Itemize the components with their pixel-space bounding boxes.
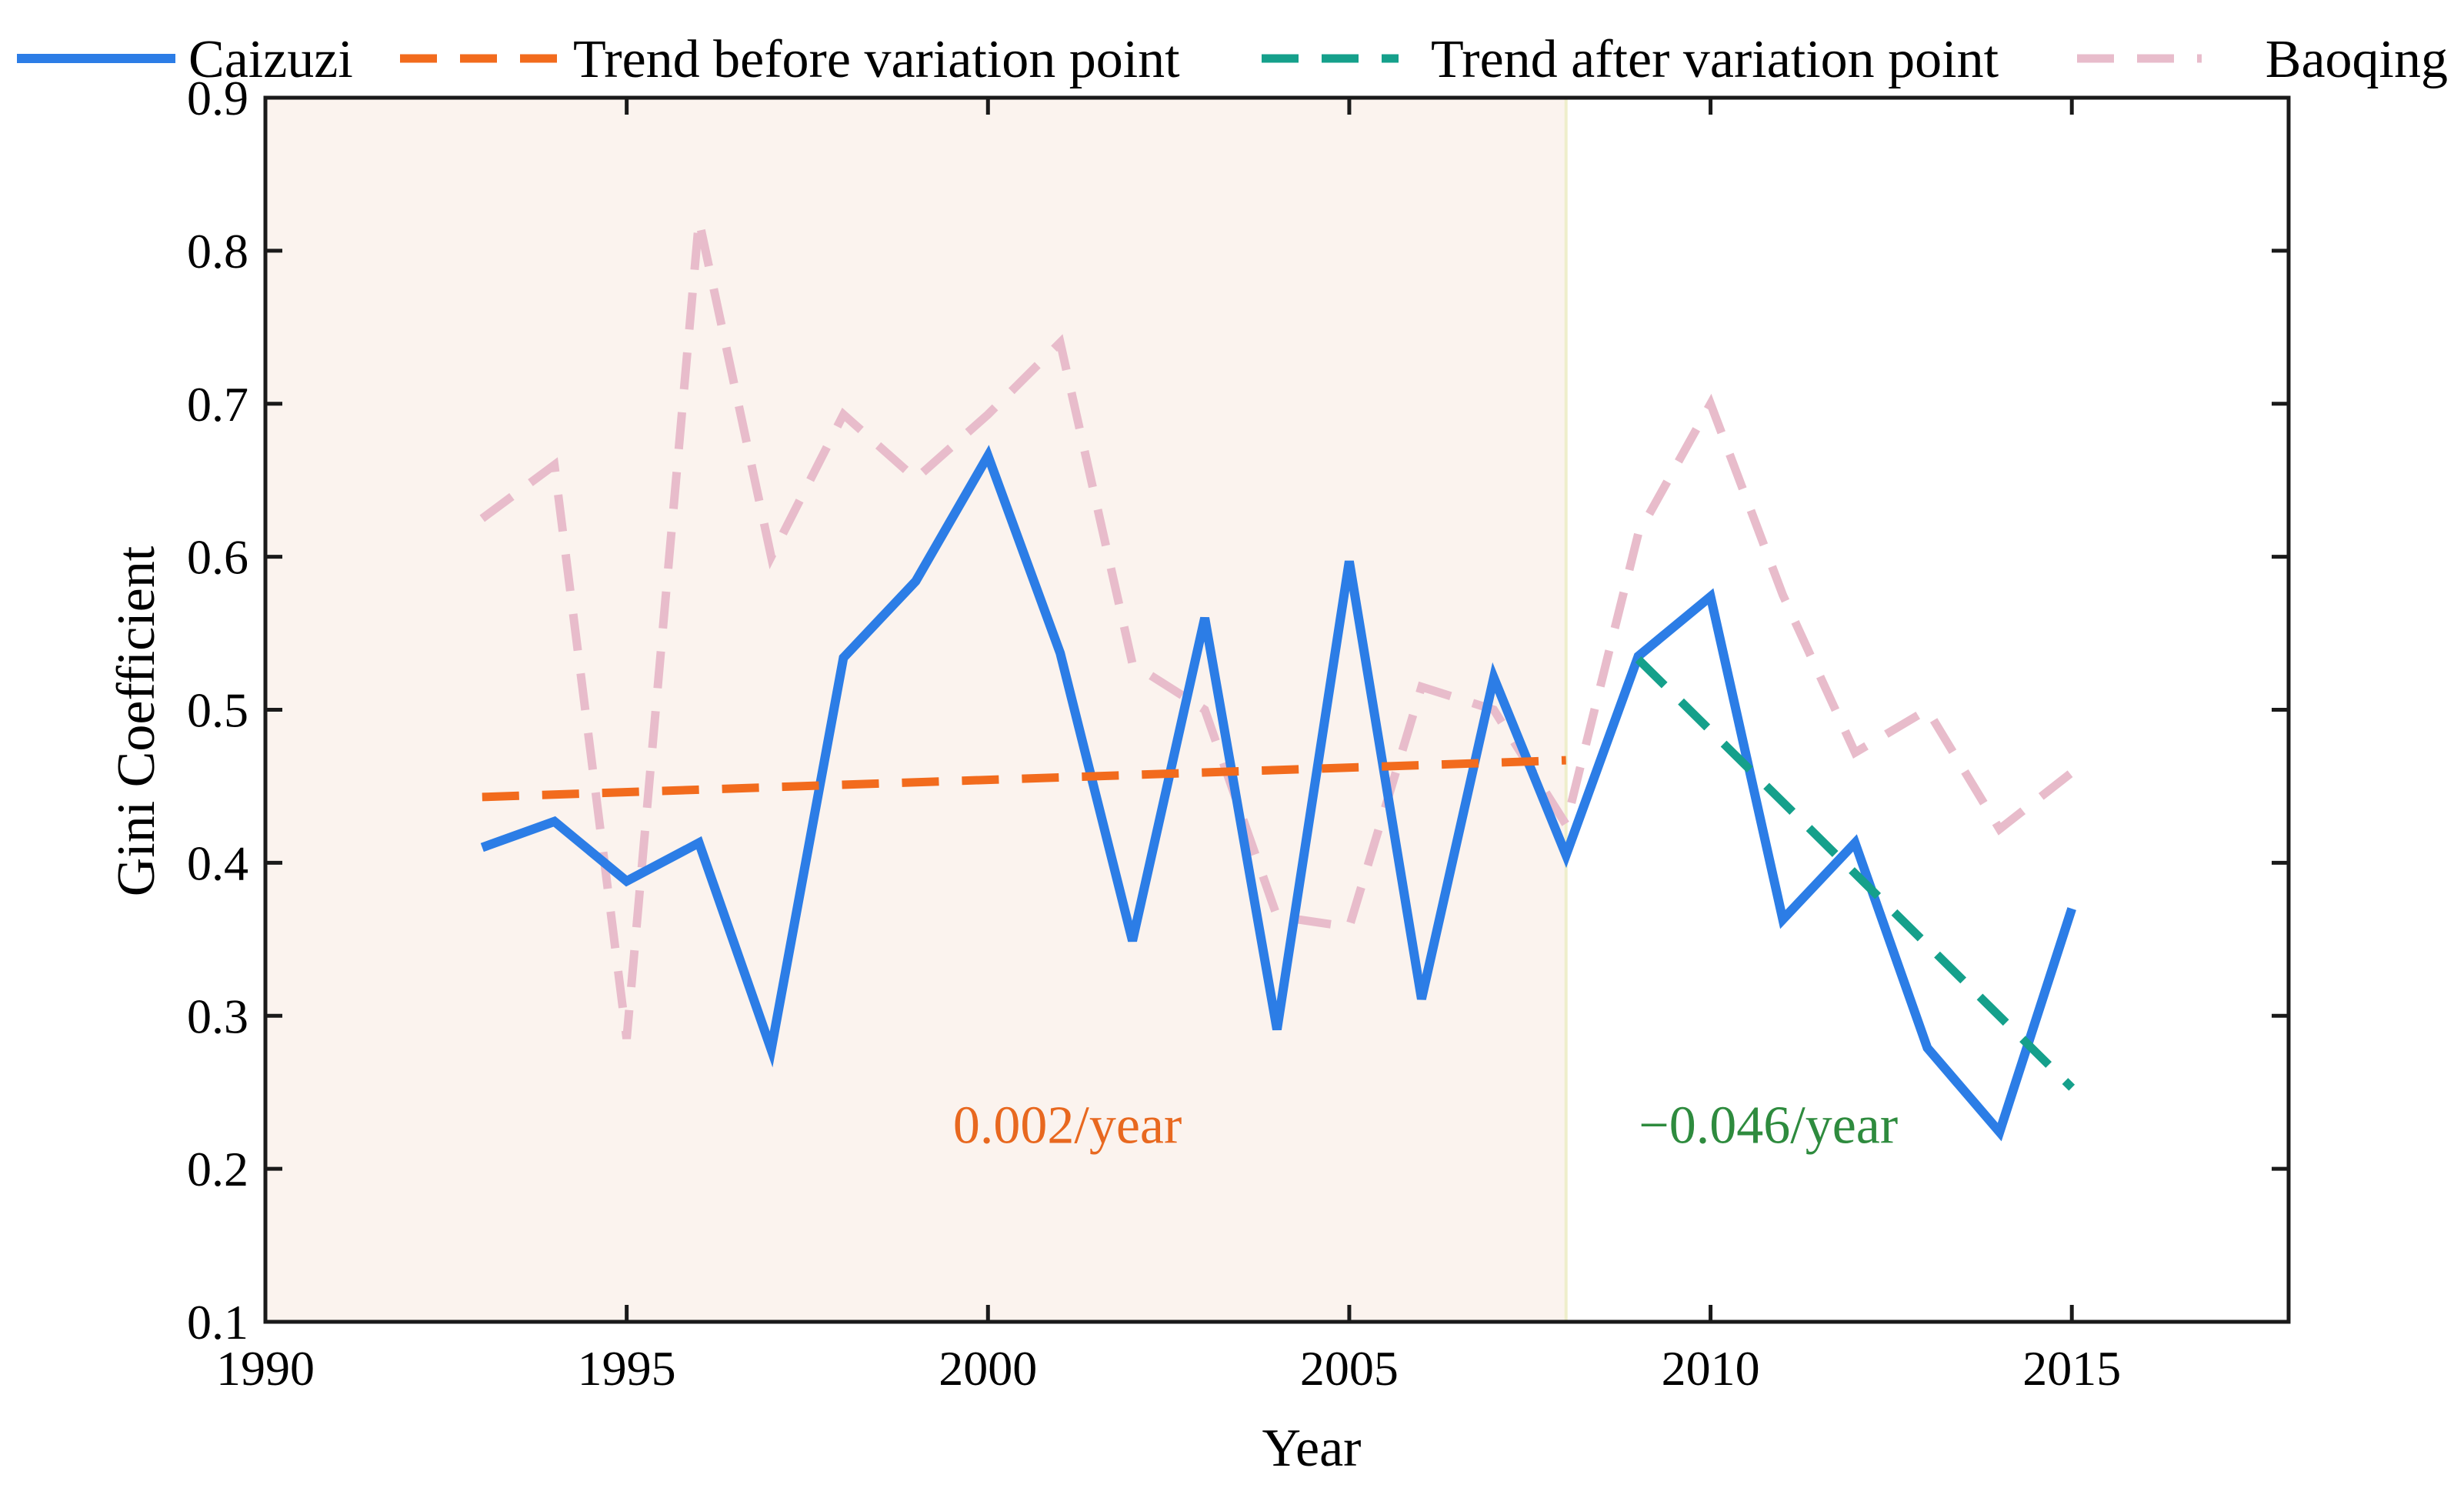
legend-label-caizuzi: Caizuzi — [188, 30, 353, 89]
legend-label-baoqing: Baoqing — [2266, 30, 2448, 89]
x-tick-label: 2010 — [1662, 1341, 1760, 1396]
series-line-baoqing — [479, 219, 2075, 1039]
y-tick-label: 0.8 — [187, 224, 248, 279]
legend-item-baoqing: Baoqing — [2077, 30, 2448, 89]
y-axis-label: Gini Coefficient — [107, 545, 166, 896]
series-line-caizuzi — [480, 445, 2076, 1142]
axes-layer: 1990 1995 2000 2005 2010 2015 0.1 0.2 0.3 0.4 0.5 0… — [107, 71, 2291, 1478]
y-tick-label: 0.1 — [187, 1295, 248, 1350]
y-tick-label: 0.7 — [187, 377, 248, 432]
series-line-trend-before-variation-point — [482, 756, 1566, 802]
shaded-region-layer — [264, 96, 1568, 1323]
y-tick-label: 0.9 — [187, 71, 248, 125]
y-tick-label: 0.4 — [187, 836, 248, 890]
y-tick-label: 0.2 — [187, 1142, 248, 1196]
x-tick-label: 1990 — [216, 1341, 315, 1396]
y-tick-label: 0.3 — [187, 989, 248, 1043]
x-tick-label: 1995 — [578, 1341, 676, 1396]
x-axis-label: Year — [1262, 1419, 1362, 1478]
legend-item-trend-before-variation-point: Trend before variation point — [400, 30, 1180, 89]
x-tick-label: 2000 — [939, 1341, 1037, 1396]
legend-label-trend-before-variation-point: Trend before variation point — [573, 30, 1180, 89]
series-layer — [479, 219, 2076, 1142]
x-tick-label: 2005 — [1300, 1341, 1399, 1396]
series-line-trend-after-variation-point — [1635, 656, 2076, 1091]
y-tick-label: 0.6 — [187, 530, 248, 585]
slope-annotation: 0.002/year — [953, 1096, 1182, 1155]
y-tick-label: 0.5 — [187, 683, 248, 738]
x-tick-label: 2015 — [2022, 1341, 2121, 1396]
slope-annotation: −0.046/year — [1639, 1096, 1898, 1155]
legend-item-trend-after-variation-point: Trend after variation point — [1262, 30, 1999, 89]
legend-item-caizuzi: Caizuzi — [17, 30, 353, 89]
shaded-region — [264, 96, 1568, 1323]
legend-label-trend-after-variation-point: Trend after variation point — [1431, 30, 1999, 89]
legend: Caizuzi Trend before variation point Trend… — [17, 30, 2448, 89]
annotation-layer: 0.002/year −0.046/year — [953, 1096, 1898, 1155]
